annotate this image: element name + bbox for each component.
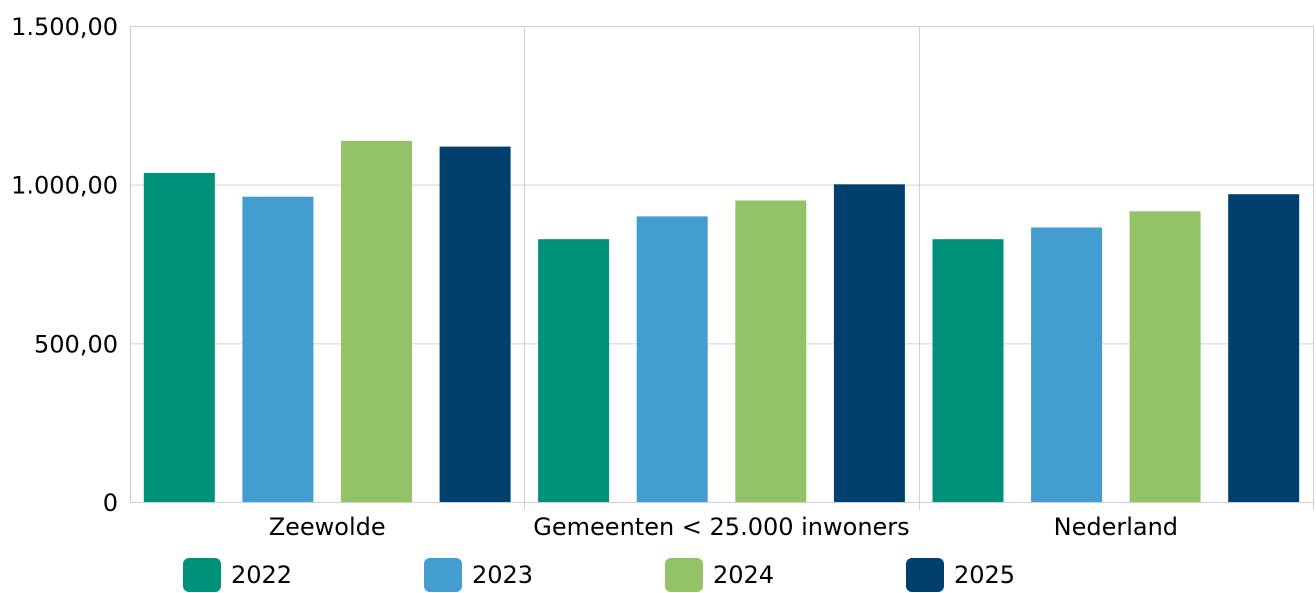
x-category-label: Zeewolde (269, 513, 386, 541)
bar-2024-2 (1129, 211, 1201, 503)
bar-2025-1 (833, 184, 905, 503)
legend-item: 2024 (665, 558, 774, 592)
legend: 2022 2023 2024 2025 (0, 555, 1316, 593)
bar-2023-1 (636, 216, 708, 502)
bar-2023-2 (1031, 227, 1103, 502)
y-tick-label: 1.000,00 (11, 172, 118, 200)
legend-label: 2023 (472, 561, 534, 589)
legend-swatch (906, 558, 944, 592)
y-tick-label: 0 (103, 489, 118, 517)
bar-2022-0 (143, 172, 215, 502)
y-tick-label: 500,00 (34, 330, 118, 358)
bar-2025-2 (1228, 194, 1300, 502)
legend-label: 2025 (954, 561, 1016, 589)
legend-label: 2024 (713, 561, 775, 589)
legend-item: 2022 (183, 558, 292, 592)
y-tick-label: 1.500,00 (11, 13, 118, 41)
legend-item: 2023 (424, 558, 533, 592)
bar-2024-1 (735, 200, 807, 502)
x-category-label: Gemeenten < 25.000 inwoners (533, 513, 909, 541)
x-category-label: Nederland (1054, 513, 1178, 541)
legend-swatch (665, 558, 703, 592)
bar-2024-0 (341, 140, 412, 502)
legend-item: 2025 (906, 558, 1015, 592)
legend-swatch (183, 558, 221, 592)
bar-2023-0 (242, 196, 314, 502)
legend-swatch (424, 558, 462, 592)
bar-2022-1 (538, 239, 610, 502)
bar-2022-2 (932, 239, 1004, 502)
legend-label: 2022 (231, 561, 293, 589)
bar-2025-0 (439, 146, 511, 502)
